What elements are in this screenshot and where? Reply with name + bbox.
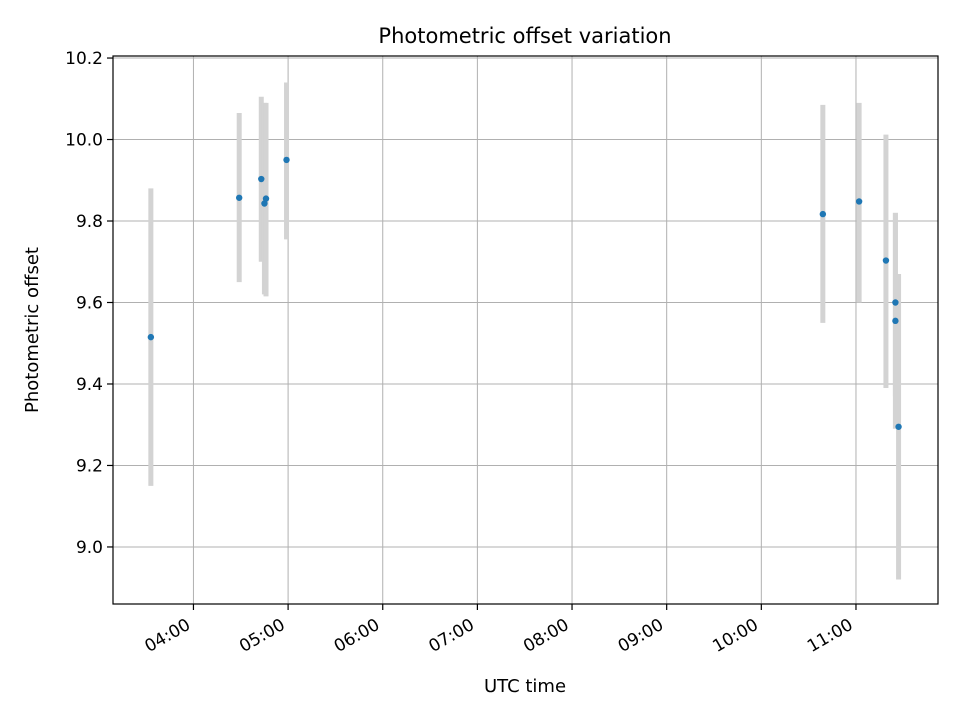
- y-tick-label: 9.6: [76, 293, 103, 313]
- y-tick-label: 9.2: [76, 456, 103, 476]
- y-tick-label: 10.0: [65, 131, 103, 151]
- grid: [113, 56, 938, 604]
- plot-frame: [112, 55, 939, 605]
- y-axis-label: Photometric offset: [22, 247, 43, 413]
- data-point: [261, 200, 268, 207]
- data-point: [147, 333, 155, 341]
- y-tick-label: 9.0: [76, 538, 103, 558]
- x-axis-label: UTC time: [484, 676, 566, 697]
- y-axis-ticks: 9.0 9.2 9.4 9.6 9.8 10.0 10.2: [65, 49, 113, 558]
- data-point: [283, 156, 290, 164]
- data-point: [892, 299, 899, 306]
- y-tick-label: 9.8: [76, 212, 103, 232]
- data-point: [882, 257, 890, 264]
- data-point: [855, 198, 863, 205]
- chart-title: Photometric offset variation: [378, 24, 671, 48]
- y-tick-label: 10.2: [65, 49, 103, 69]
- y-tick-label: 9.4: [76, 375, 103, 395]
- data-point: [235, 194, 243, 201]
- data-point: [262, 195, 270, 202]
- data-point: [819, 210, 827, 218]
- data-point: [892, 317, 899, 325]
- data-point: [258, 175, 265, 183]
- data-point: [895, 423, 902, 430]
- data-points: [147, 156, 902, 430]
